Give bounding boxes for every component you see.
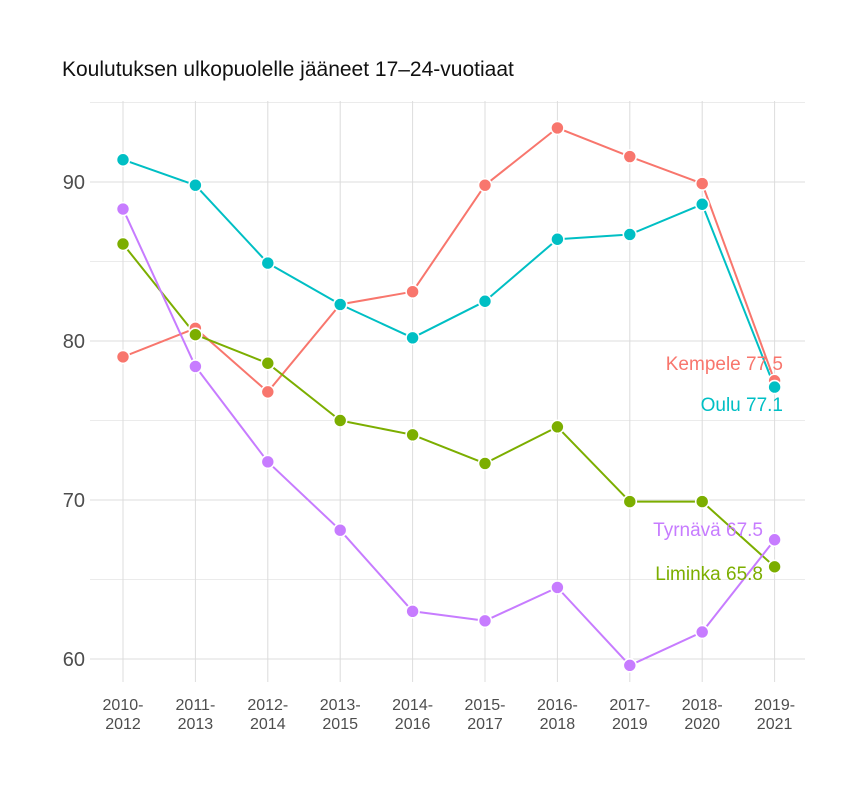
x-tick-label: 2018 [540,716,576,733]
data-point-tyrnävä [332,522,348,538]
data-point-kempele [260,384,276,400]
series-line-liminka [122,243,776,568]
x-tick-label: 2017- [609,697,650,714]
data-point-liminka [188,327,203,342]
data-point-oulu [405,330,420,346]
data-point-oulu [694,196,710,212]
chart-title: Koulutuksen ulkopuolelle jääneet 17–24-v… [62,58,514,81]
x-tick-label: 2016- [537,697,578,714]
data-point-liminka [405,427,420,443]
data-point-kempele [115,349,131,365]
data-point-oulu [260,255,276,271]
data-point-oulu [550,231,565,247]
data-point-tyrnävä [115,201,131,217]
y-tick-label: 90 [63,172,85,194]
x-tick-label: 2012 [105,716,141,733]
x-tick-label: 2012- [247,697,288,714]
data-point-kempele [477,177,493,193]
data-point-tyrnävä [260,454,276,470]
series-line-tyrnävä [122,208,776,667]
data-point-tyrnävä [694,624,710,640]
x-tick-label: 2018- [682,697,723,714]
data-point-liminka [115,236,131,252]
data-point-liminka [767,559,782,575]
data-point-oulu [477,293,493,309]
data-point-tyrnävä [767,532,782,548]
x-tick-label: 2016 [395,716,431,733]
data-point-tyrnävä [622,658,638,673]
y-tick-label: 70 [63,490,85,512]
data-point-tyrnävä [405,603,420,619]
x-tick-label: 2014- [392,697,433,714]
x-tick-label: 2013 [178,716,214,733]
data-point-liminka [622,494,638,509]
x-tick-label: 2014 [250,716,286,733]
x-tick-label: 2013- [320,697,361,714]
x-tick-label: 2010- [103,697,144,714]
series-line-oulu [122,158,776,388]
data-point-oulu [115,152,131,168]
data-point-liminka [550,419,565,435]
end-label-tyrnävä: Tyrnävä 67.5 [653,520,763,541]
data-point-kempele [694,176,710,191]
data-point-oulu [188,177,203,193]
data-point-liminka [694,494,710,509]
data-point-tyrnävä [188,359,203,374]
end-label-oulu: Oulu 77.1 [701,395,783,416]
y-tick-label: 80 [63,331,85,353]
data-point-tyrnävä [477,613,493,629]
x-tick-label: 2021 [757,716,793,733]
x-tick-label: 2015 [322,716,358,733]
x-tick-label: 2020 [684,716,720,733]
data-point-kempele [405,284,420,300]
end-label-liminka: Liminka 65.8 [655,564,763,585]
x-tick-label: 2011- [176,697,216,714]
data-point-liminka [477,456,493,471]
end-label-kempele: Kempele 77.5 [666,354,783,375]
x-tick-label: 2019- [754,697,795,714]
data-point-oulu [622,227,638,242]
data-point-kempele [550,120,565,136]
data-point-kempele [622,149,638,164]
data-point-tyrnävä [550,580,565,595]
data-point-oulu [332,297,348,312]
x-tick-label: 2015- [465,697,506,714]
y-tick-label: 60 [63,649,85,671]
data-point-liminka [260,355,276,371]
data-point-oulu [767,379,782,395]
x-tick-label: 2019 [612,716,648,733]
series-line-kempele [122,126,776,393]
x-tick-label: 2017 [467,716,503,733]
data-point-liminka [332,413,348,428]
